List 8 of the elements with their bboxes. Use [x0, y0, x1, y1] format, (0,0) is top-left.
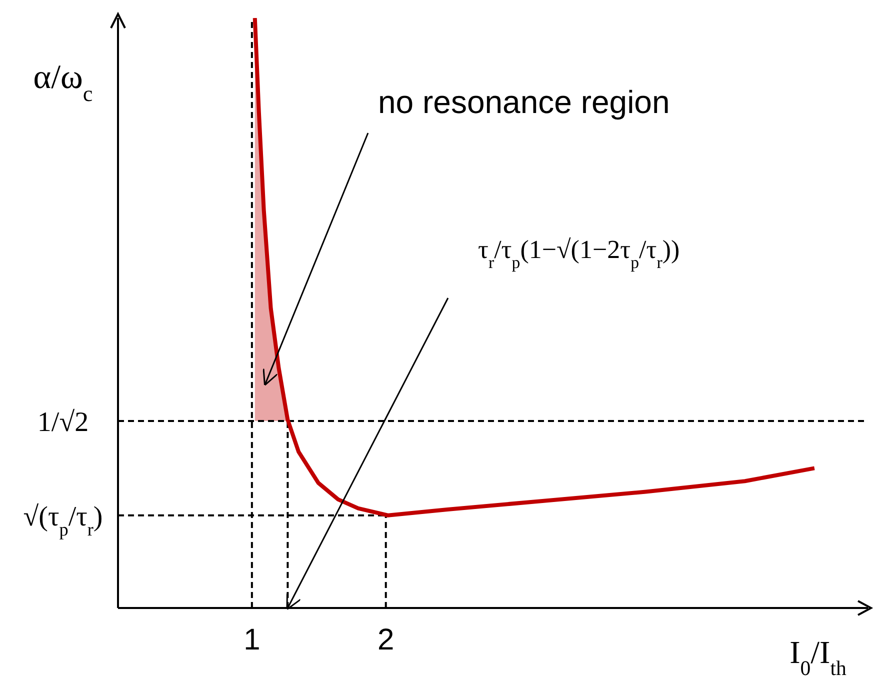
x-tick-label: 1 [244, 623, 260, 656]
annotation: no resonance region [378, 84, 670, 120]
ref-line-label: √(τ$_{p}$/τ$_{r}$) [23, 501, 103, 540]
x-axis-title: I$_{0}$/I$_{th}$ [790, 634, 847, 680]
y-axis-title: α/ω$_{c}$ [33, 59, 93, 106]
x-tick-label: 2 [378, 623, 394, 656]
text: τ$_{r}$/τ$_{p}$(1−√(1−2τ$_{p}$/τ$_{r}$)) [478, 235, 680, 272]
ref-line-label: 1/√2 [37, 406, 89, 438]
